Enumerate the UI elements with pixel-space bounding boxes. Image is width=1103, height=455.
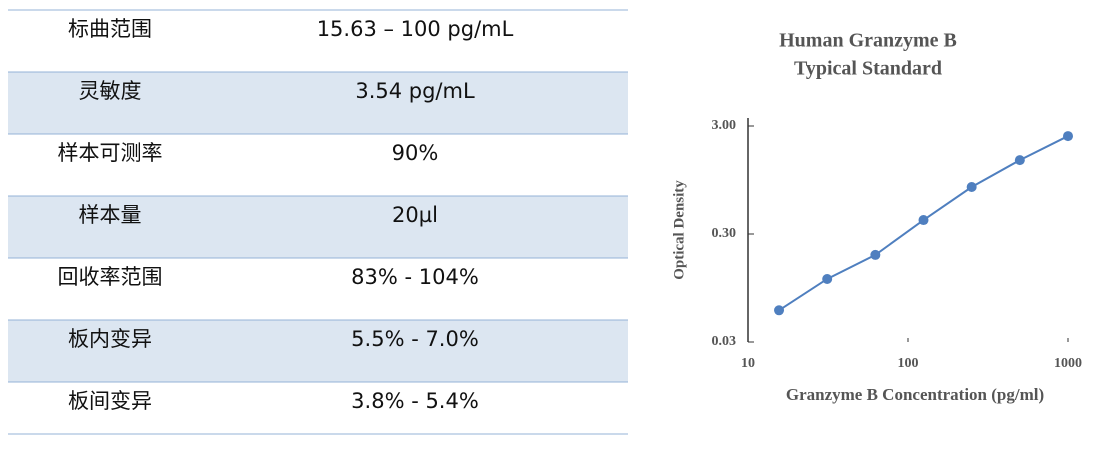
point	[1014, 155, 1025, 166]
cell-label: 样本可测率	[58, 141, 163, 165]
cell-label: 灵敏度	[79, 79, 142, 103]
point	[1063, 131, 1073, 142]
cell-label: 样本量	[79, 203, 142, 227]
y-tick-label: 0.03	[712, 334, 737, 349]
x-tick-label: 100	[898, 356, 919, 371]
y-axis-title: Optical Density	[671, 180, 687, 280]
cell-value: 20µl	[392, 203, 438, 227]
chart-subtitle: Typical Standard	[794, 58, 942, 80]
row-shade	[8, 320, 628, 382]
row-shade	[8, 72, 628, 134]
point	[870, 249, 881, 260]
chart-title: Human Granzyme B	[779, 30, 957, 52]
point	[966, 182, 977, 193]
point	[822, 273, 833, 284]
cell-value: 5.5% - 7.0%	[351, 327, 479, 351]
x-axis-title: Granzyme B Concentration (pg/ml)	[786, 385, 1044, 404]
row-shade	[8, 196, 628, 258]
cell-label: 标曲范围	[68, 17, 152, 41]
cell-value: 83% - 104%	[351, 265, 479, 289]
y-tick-label: 0.30	[712, 226, 737, 241]
point	[774, 305, 785, 316]
cell-value: 3.54 pg/mL	[355, 79, 475, 103]
y-tick-label: 3.00	[712, 118, 737, 133]
cell-value: 15.63 – 100 pg/mL	[317, 17, 514, 41]
cell-label: 回收率范围	[58, 265, 163, 289]
point	[918, 215, 929, 226]
cell-label: 板内变异	[68, 327, 152, 351]
cell-label: 板间变异	[68, 389, 152, 413]
x-tick-label: 1000	[1054, 356, 1082, 371]
x-tick-label: 10	[741, 356, 755, 371]
cell-value: 3.8% - 5.4%	[351, 389, 479, 413]
cell-value: 90%	[392, 141, 439, 165]
